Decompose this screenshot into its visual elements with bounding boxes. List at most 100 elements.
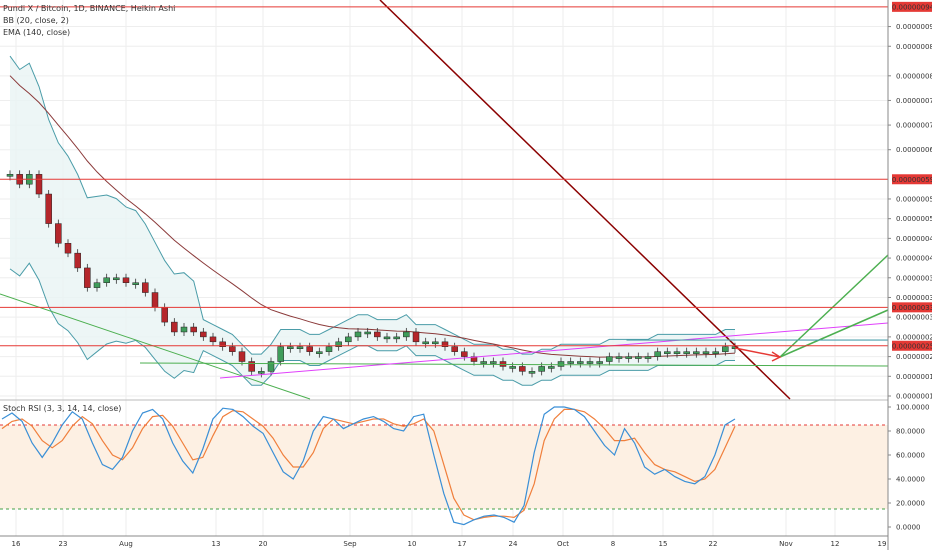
candle (606, 356, 613, 362)
candle (519, 366, 526, 372)
price-level-tag (892, 340, 932, 351)
price-tick-label: 0.00000051 (896, 215, 932, 223)
candle (200, 331, 207, 338)
stoch-tick-label: 100.0000 (896, 404, 929, 412)
candle (161, 307, 168, 323)
price-level-tag (892, 1, 932, 12)
candle (45, 193, 52, 224)
candle (374, 331, 381, 338)
x-tick-label: Oct (557, 540, 569, 548)
candle (354, 331, 362, 338)
descending-trendline (379, 0, 791, 400)
x-tick-label: 22 (709, 540, 718, 548)
chart-title: Pundi X / Bitcoin, 1D, BINANCE, Heikin A… (3, 4, 176, 13)
x-tick-label: 16 (12, 540, 21, 548)
price-level-label: 0.00000033 (892, 304, 932, 312)
candle (190, 326, 197, 333)
candle (103, 277, 110, 283)
projection-arrowhead (771, 351, 782, 362)
candle (296, 346, 304, 349)
x-tick-label: 13 (212, 540, 221, 548)
price-tick-label: 0.00000031 (896, 314, 932, 322)
candle (567, 361, 574, 364)
stoch-tick-label: 80.0000 (896, 428, 925, 436)
x-tick-label: 17 (458, 540, 467, 548)
stoch-k-line (1, 406, 736, 526)
price-tick-label: 0.00000047 (896, 235, 932, 243)
bb-upper-line (9, 55, 735, 355)
price-tick-label: 0.00000055 (896, 195, 932, 203)
candle (673, 351, 681, 354)
bb-lower-line (9, 262, 735, 386)
candle (625, 356, 632, 359)
x-tick-label: Aug (119, 540, 133, 548)
candle (538, 366, 545, 372)
candle (151, 292, 159, 308)
candle (180, 326, 188, 333)
x-tick-label: 12 (831, 540, 840, 548)
stoch-indicator-label: Stoch RSI (3, 3, 14, 14, close) (3, 404, 122, 413)
price-tick-label: 0.00000039 (896, 274, 932, 282)
x-tick-label: 20 (259, 540, 268, 548)
candle (345, 336, 352, 343)
projection-up-steep (779, 254, 889, 358)
ema-line (9, 75, 736, 358)
candle (441, 341, 449, 347)
candle (635, 356, 642, 359)
price-tick-label: 0.00000075 (896, 97, 932, 105)
price-tick-label: 0.00000043 (896, 255, 932, 263)
candle (577, 361, 584, 364)
candle (267, 361, 275, 372)
candle (219, 341, 226, 347)
price-tick-label: 0.00000086 (896, 43, 932, 51)
candle (403, 331, 410, 338)
candle (229, 346, 236, 352)
candle (84, 267, 91, 288)
candle (432, 341, 439, 345)
price-tick-label: 0.00000019 (896, 373, 932, 381)
candle (712, 351, 719, 354)
stoch-tick-label: 40.0000 (896, 476, 925, 484)
candle (306, 346, 313, 352)
candle (287, 346, 294, 349)
candle (461, 351, 468, 357)
candle (548, 366, 555, 369)
price-level-label: 0.00000025 (892, 342, 932, 350)
candle (142, 282, 149, 293)
price-tick-label: 0.00000023 (896, 353, 932, 361)
bb-fill (10, 56, 735, 386)
candle (586, 361, 594, 364)
candle (35, 174, 43, 195)
candle (316, 351, 323, 354)
stoch-tick-label: 0.0000 (896, 524, 921, 532)
candle (383, 336, 391, 340)
candle (693, 351, 700, 354)
candle (258, 371, 265, 374)
candle (596, 361, 603, 364)
price-level-label: 0.00000059 (892, 176, 932, 184)
price-tick-label: 0.00000065 (896, 146, 932, 154)
candle (113, 277, 120, 281)
candle (702, 351, 710, 354)
candle (644, 356, 652, 359)
candle (654, 351, 661, 357)
candle (528, 371, 536, 374)
price-level-tag (892, 302, 932, 313)
ema-indicator-label: EMA (140, close) (3, 28, 71, 37)
candle (238, 351, 246, 362)
x-tick-label: 10 (408, 540, 417, 548)
candle (480, 361, 487, 364)
price-level-tag (892, 174, 932, 185)
projection-down (734, 347, 781, 358)
candle (64, 243, 72, 254)
candle (122, 277, 130, 283)
candle (335, 341, 342, 347)
magenta-trendline (219, 322, 889, 379)
candle (364, 331, 371, 335)
price-tick-label: 0.00000027 (896, 333, 932, 341)
